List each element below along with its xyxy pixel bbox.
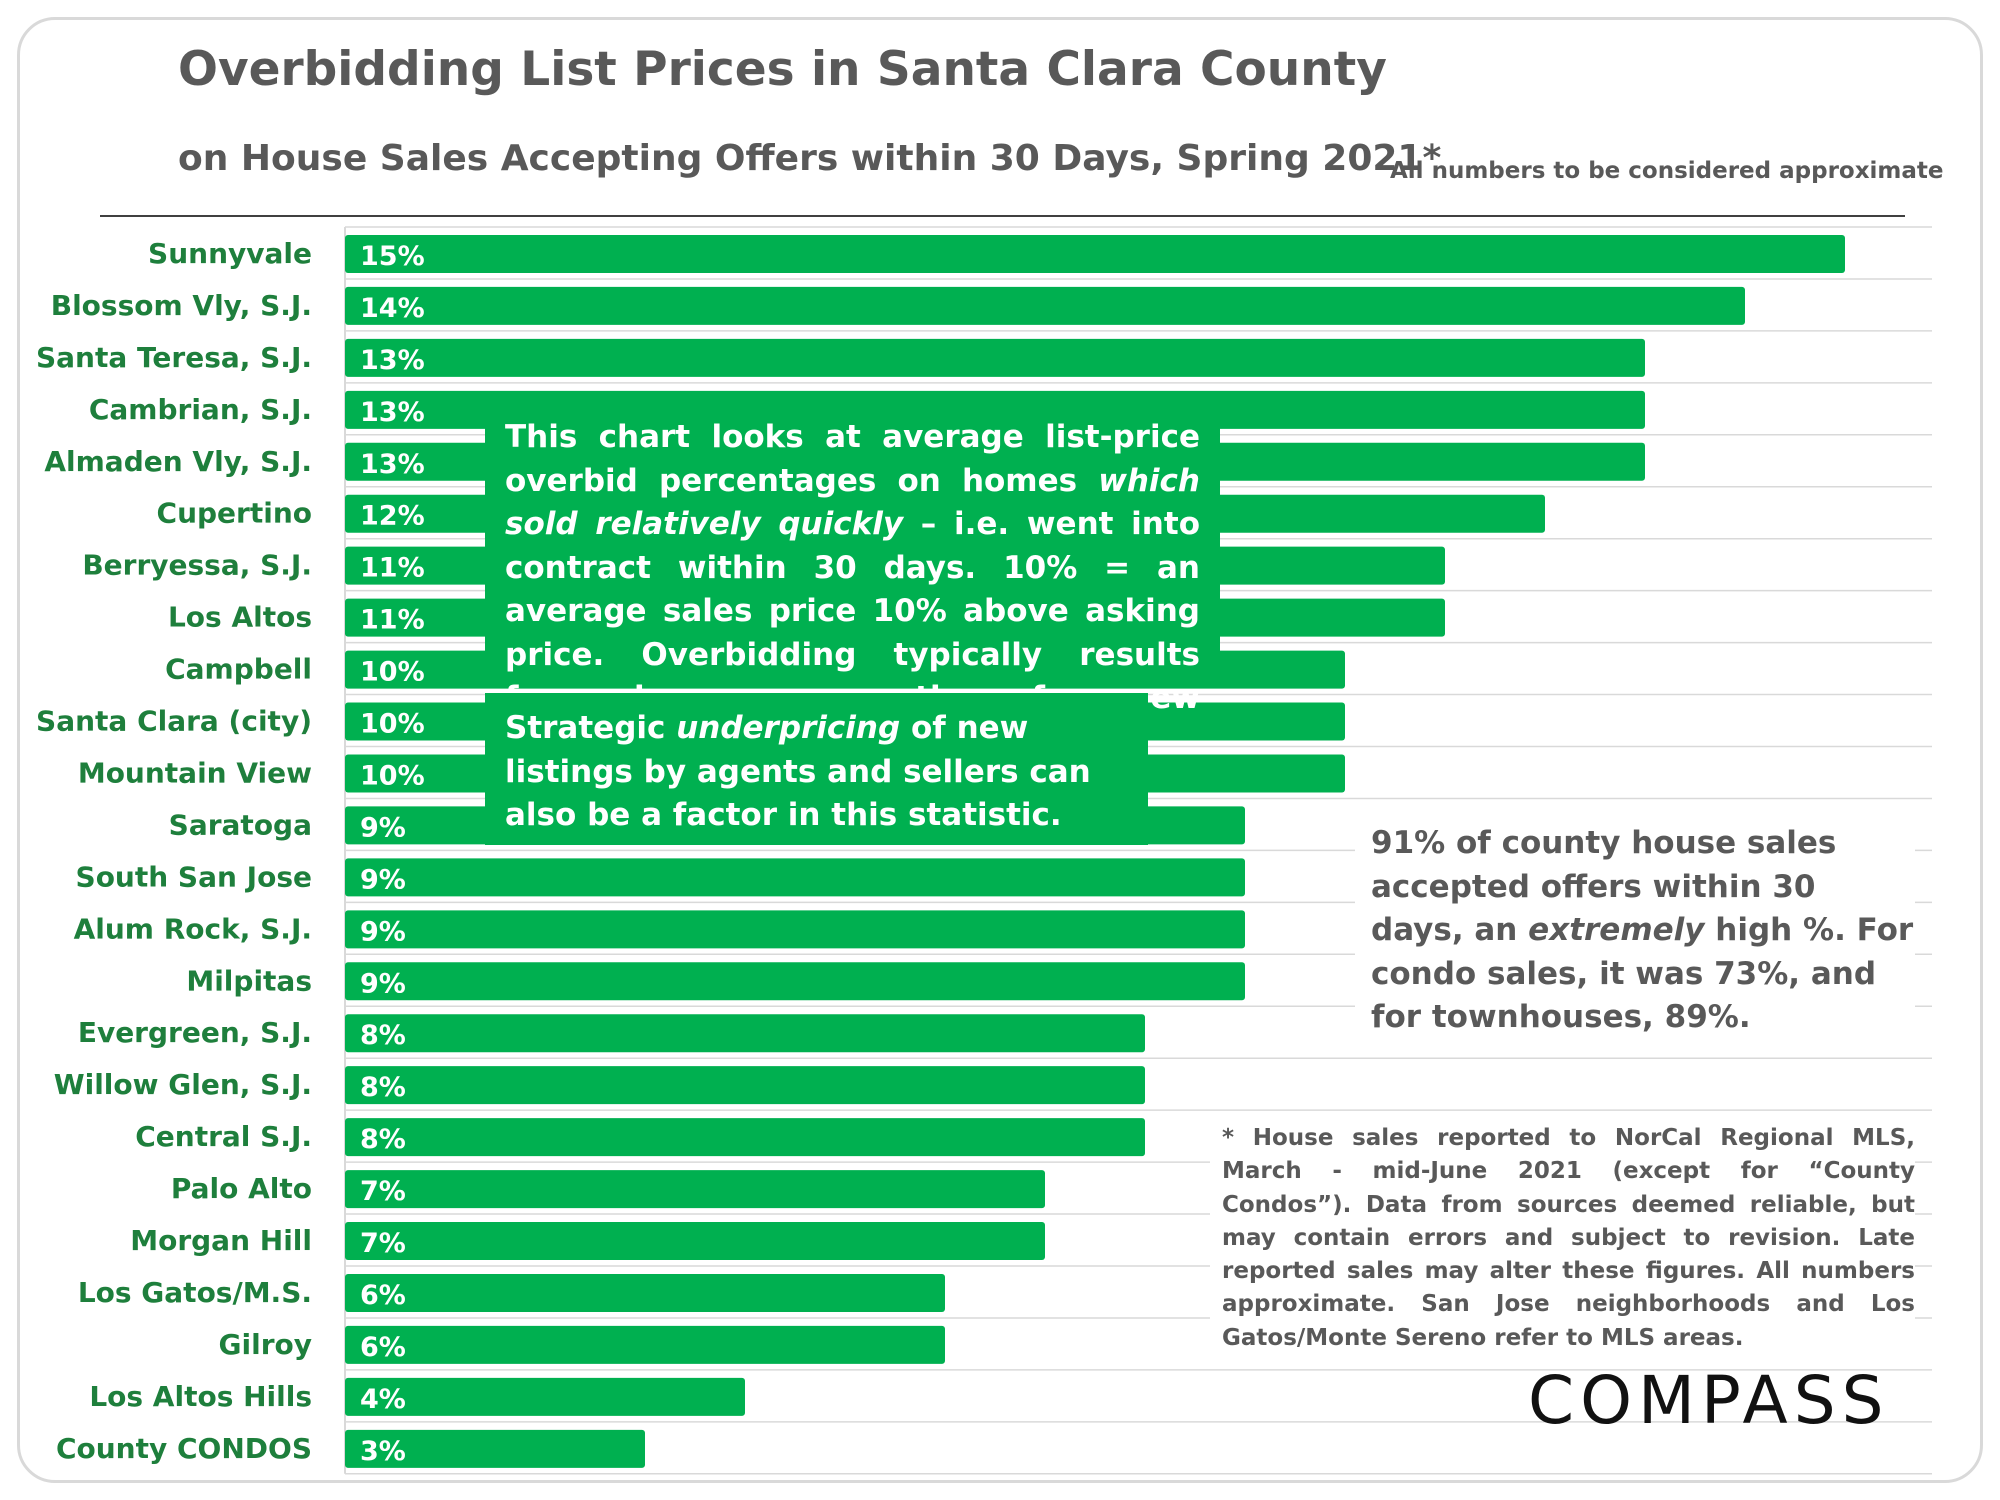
value-label: 11% [360,553,425,584]
bar [345,1222,1045,1260]
callout-underpricing: Strategic underpricing of new listings b… [485,693,1148,845]
value-label: 11% [360,605,425,636]
value-label: 9% [360,864,406,895]
side-note-emphasis: extremely [1528,912,1704,948]
category-label: Blossom Vly, S.J. [51,289,312,322]
bar [345,1066,1145,1104]
value-label: 6% [360,1280,406,1311]
callout-2-text-a: Strategic [505,710,676,746]
category-label: Central S.J. [135,1120,312,1153]
category-label: Almaden Vly, S.J. [44,445,312,478]
category-label: Morgan Hill [130,1224,312,1257]
category-label: Santa Teresa, S.J. [36,341,312,374]
bar [345,339,1645,377]
value-label: 7% [360,1176,406,1207]
value-label: 9% [360,812,406,843]
category-label: Mountain View [78,756,312,789]
value-label: 15% [360,241,425,272]
value-label: 13% [360,449,425,480]
category-label: Evergreen, S.J. [78,1016,312,1049]
value-label: 8% [360,1020,406,1051]
category-label: Cambrian, S.J. [89,393,312,426]
category-label: Berryessa, S.J. [82,549,312,582]
bar [345,287,1745,325]
bar [345,1326,945,1364]
bar [345,1170,1045,1208]
bar [345,858,1245,896]
value-label: 9% [360,968,406,999]
side-note: 91% of county house sales accepted offer… [1355,822,1915,1040]
category-label: South San Jose [76,860,312,893]
bar [345,1014,1145,1052]
category-label: County CONDOS [56,1432,312,1465]
value-label: 12% [360,501,425,532]
value-label: 10% [360,709,425,740]
bar [345,910,1245,948]
category-label: Santa Clara (city) [36,705,312,738]
footnote: * House sales reported to NorCal Regiona… [1210,1122,1915,1355]
value-label: 10% [360,760,425,791]
category-label: Willow Glen, S.J. [54,1068,312,1101]
bar [345,1274,945,1312]
category-label: Campbell [165,653,312,686]
callout-2-emphasis: underpricing [676,710,900,746]
value-label: 8% [360,1124,406,1155]
category-label: Milpitas [186,964,312,997]
value-label: 7% [360,1228,406,1259]
value-label: 14% [360,293,425,324]
category-label: Palo Alto [171,1172,312,1205]
value-label: 8% [360,1072,406,1103]
callout-1-text-a: This chart looks at average list-price o… [505,419,1200,499]
bar [345,962,1245,1000]
value-label: 9% [360,916,406,947]
category-labels: Sunnyvale Blossom Vly, S.J. Santa Teresa, … [36,237,312,1465]
value-label: 6% [360,1332,406,1363]
value-label: 13% [360,345,425,376]
callout-explanation: This chart looks at average list-price o… [485,408,1220,678]
compass-logo: COMPASS [1528,1362,1890,1439]
category-label: Sunnyvale [148,237,312,270]
category-label: Los Altos Hills [89,1380,312,1413]
category-label: Los Altos [168,601,312,634]
category-label: Cupertino [157,497,312,530]
value-label: 4% [360,1384,406,1415]
category-label: Gilroy [219,1328,312,1361]
bar [345,235,1845,273]
value-label: 10% [360,657,425,688]
bar [345,1118,1145,1156]
category-label: Los Gatos/M.S. [78,1276,312,1309]
value-label: 13% [360,397,425,428]
value-label: 3% [360,1436,406,1467]
category-label: Alum Rock, S.J. [74,912,312,945]
category-label: Saratoga [169,808,312,841]
